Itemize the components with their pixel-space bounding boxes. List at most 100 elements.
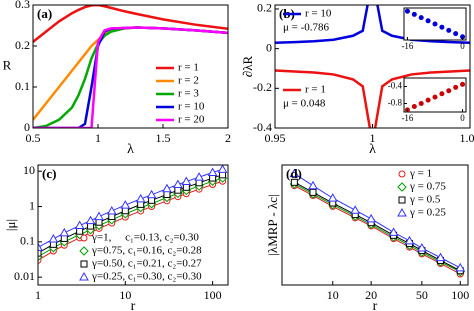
legend-label: γ = 1 (409, 168, 432, 180)
y-axis-label: |λMRP - λc| (265, 194, 280, 255)
marker (309, 188, 317, 196)
legend-label: r = 20 (178, 114, 205, 126)
inset-point (411, 103, 417, 109)
inset-y-tick-label: -0.8 (388, 98, 403, 108)
inset-point (446, 88, 452, 94)
inset-point (460, 34, 466, 40)
inset-point (460, 81, 466, 87)
legend-label: γ = 0.75 (409, 181, 446, 193)
plot-frame (274, 4, 471, 129)
marker (38, 249, 42, 257)
y-axis-label: R (3, 57, 12, 72)
legend-label: γ=0.50, c₁=0.21, c₂=0.27 (91, 258, 202, 270)
x-tick-label: 20 (365, 288, 377, 302)
x-tick-label: 1 (35, 288, 41, 302)
plot-frame (281, 164, 469, 286)
y-tick-label: 10 (23, 163, 35, 177)
series-line (294, 183, 461, 273)
x-tick-label: 10 (119, 288, 131, 302)
marker (59, 227, 70, 237)
y-tick-label: 0.3 (15, 0, 30, 11)
marker (95, 218, 103, 226)
marker (207, 167, 218, 176)
marker (74, 220, 85, 230)
inset-point (404, 8, 410, 14)
series-line (294, 185, 461, 275)
y-tick-label: 0 (24, 120, 30, 134)
legend-label: r = 10 (178, 101, 205, 113)
x-tick-label: 50 (416, 288, 428, 302)
y-tick-label: 0 (266, 40, 272, 54)
marker (350, 205, 361, 214)
marker (146, 189, 157, 199)
plot-frame (37, 164, 229, 286)
x-tick-label: 1.05 (460, 131, 474, 145)
series-line (33, 5, 228, 43)
series-line (38, 174, 223, 254)
inset-point (425, 18, 431, 24)
marker (195, 179, 203, 187)
plot-area (38, 165, 228, 264)
series-line (38, 180, 223, 261)
y-tick-label: -0.2 (253, 80, 272, 94)
y-tick-label: 1 (29, 198, 35, 212)
inset-y-tick-label: -0.4 (388, 81, 403, 91)
marker (290, 178, 298, 186)
x-tick-label: 1.5 (156, 131, 171, 145)
marker (106, 205, 117, 215)
inset-point (425, 97, 431, 103)
marker (435, 252, 446, 262)
legend-label: r = 1 (178, 62, 199, 74)
x-axis-label: λ (369, 142, 376, 157)
marker (108, 213, 116, 221)
x-tick-label: 10 (327, 288, 339, 302)
marker (80, 234, 88, 242)
inset-x-tick-label: 0 (460, 41, 465, 51)
marker (181, 176, 192, 186)
marker (398, 170, 406, 178)
y-tick-label: -0.4 (253, 120, 272, 134)
inset-point (439, 91, 445, 97)
legend-label: r = 3 (178, 88, 199, 100)
marker (397, 182, 407, 192)
inset-x-tick-label: -16 (401, 41, 413, 51)
marker (135, 193, 146, 203)
marker (289, 168, 300, 178)
marker (162, 183, 172, 193)
inset-point (411, 11, 417, 17)
inset-point (418, 15, 424, 21)
y-tick-label: 0.2 (15, 38, 30, 52)
series-line (38, 177, 223, 258)
inset-point (453, 84, 459, 90)
marker (120, 200, 131, 209)
y-tick-label: 0.01 (14, 269, 35, 283)
series-line (275, 69, 470, 128)
inset-point (453, 31, 459, 37)
x-tick-label: 2 (225, 131, 231, 145)
marker (163, 190, 171, 198)
marker (79, 271, 89, 281)
marker (38, 242, 43, 251)
marker (79, 246, 89, 256)
plot-area (33, 5, 228, 128)
marker (48, 234, 59, 243)
x-axis-label: r (131, 299, 136, 311)
x-axis-label: r (373, 299, 378, 311)
x-tick-label: 1 (370, 131, 376, 145)
marker (194, 172, 204, 181)
marker (174, 186, 182, 194)
marker (182, 183, 190, 191)
series-line (294, 173, 461, 269)
annotation: μ = 0.048 (283, 98, 326, 110)
x-axis-label: λ (127, 142, 134, 157)
legend-label: r = 1 (305, 84, 326, 96)
x-tick-label: 0.95 (265, 131, 286, 145)
inset-x-tick-label: 0 (460, 113, 465, 123)
inset-x-tick-label: -16 (401, 113, 413, 123)
marker (76, 227, 84, 235)
inset-point (446, 27, 452, 33)
series-line (38, 168, 223, 248)
legend-label: r = 10 (305, 8, 332, 20)
plot-area (289, 168, 466, 278)
panel-label: (d) (286, 166, 302, 181)
